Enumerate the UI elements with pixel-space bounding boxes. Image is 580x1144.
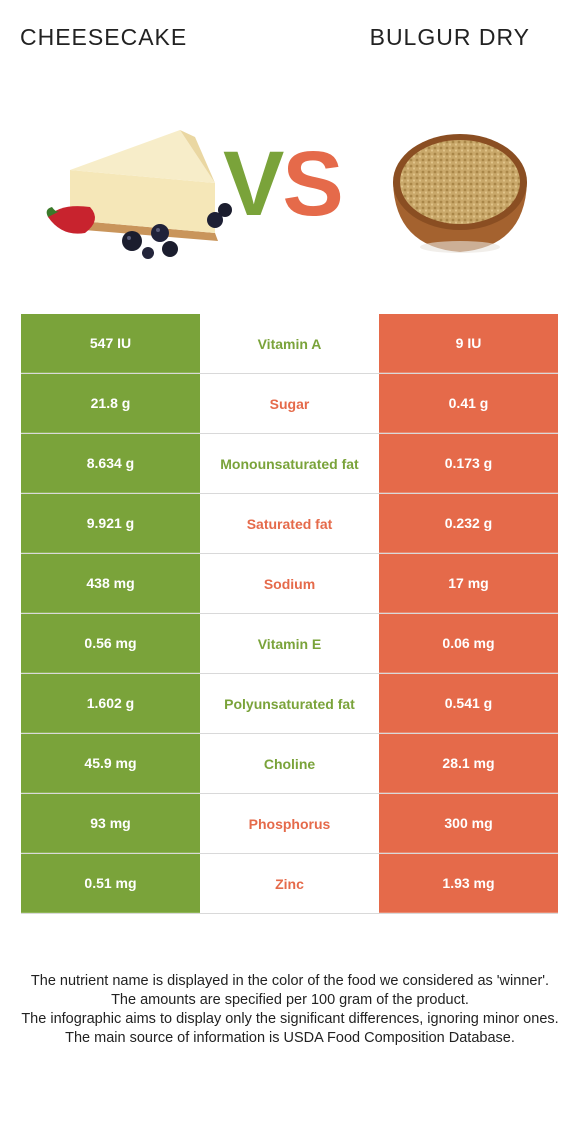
right-value: 0.173 g <box>379 434 558 493</box>
left-value: 1.602 g <box>21 674 200 733</box>
left-value: 21.8 g <box>21 374 200 433</box>
table-row: 438 mg Sodium 17 mg <box>21 554 558 614</box>
vs-v-letter: V <box>223 133 284 235</box>
left-value: 93 mg <box>21 794 200 853</box>
left-value: 45.9 mg <box>21 734 200 793</box>
right-value: 28.1 mg <box>379 734 558 793</box>
left-value: 8.634 g <box>21 434 200 493</box>
table-row: 8.634 g Monounsaturated fat 0.173 g <box>21 434 558 494</box>
nutrient-comparison-table: 547 IU Vitamin A 9 IU 21.8 g Sugar 0.41 … <box>21 314 558 914</box>
right-value: 0.06 mg <box>379 614 558 673</box>
nutrient-name: Polyunsaturated fat <box>200 674 379 733</box>
table-row: 9.921 g Saturated fat 0.232 g <box>21 494 558 554</box>
vs-label: VS <box>223 138 344 230</box>
table-row: 0.56 mg Vitamin E 0.06 mg <box>21 614 558 674</box>
vs-s-letter: S <box>282 133 343 235</box>
left-value: 0.51 mg <box>21 854 200 913</box>
cheesecake-image <box>46 130 232 259</box>
bulgur-bowl-image <box>393 134 527 253</box>
footer-line: The nutrient name is displayed in the co… <box>30 973 550 989</box>
right-value: 17 mg <box>379 554 558 613</box>
table-row: 0.51 mg Zinc 1.93 mg <box>21 854 558 914</box>
footer-line: The main source of information is USDA F… <box>65 1030 515 1046</box>
table-row: 1.602 g Polyunsaturated fat 0.541 g <box>21 674 558 734</box>
nutrient-name: Monounsaturated fat <box>200 434 379 493</box>
footer-line: The amounts are specified per 100 gram o… <box>111 992 469 1008</box>
table-row: 93 mg Phosphorus 300 mg <box>21 794 558 854</box>
right-food-title: BULGUR DRY <box>369 24 530 50</box>
left-value: 0.56 mg <box>21 614 200 673</box>
footer-notes: The nutrient name is displayed in the co… <box>10 972 570 1048</box>
nutrient-name: Sugar <box>200 374 379 433</box>
right-value: 300 mg <box>379 794 558 853</box>
nutrient-name: Choline <box>200 734 379 793</box>
right-value: 9 IU <box>379 314 558 373</box>
left-value: 9.921 g <box>21 494 200 553</box>
nutrient-name: Sodium <box>200 554 379 613</box>
nutrient-name: Phosphorus <box>200 794 379 853</box>
right-value: 0.41 g <box>379 374 558 433</box>
table-row: 547 IU Vitamin A 9 IU <box>21 314 558 374</box>
right-value: 1.93 mg <box>379 854 558 913</box>
left-value: 547 IU <box>21 314 200 373</box>
right-value: 0.232 g <box>379 494 558 553</box>
right-value: 0.541 g <box>379 674 558 733</box>
table-row: 45.9 mg Choline 28.1 mg <box>21 734 558 794</box>
left-food-title: CHEESECAKE <box>20 24 188 50</box>
nutrient-name: Vitamin E <box>200 614 379 673</box>
footer-line: The infographic aims to display only the… <box>21 1011 559 1027</box>
left-value: 438 mg <box>21 554 200 613</box>
nutrient-name: Vitamin A <box>200 314 379 373</box>
nutrient-name: Saturated fat <box>200 494 379 553</box>
nutrient-name: Zinc <box>200 854 379 913</box>
table-row: 21.8 g Sugar 0.41 g <box>21 374 558 434</box>
